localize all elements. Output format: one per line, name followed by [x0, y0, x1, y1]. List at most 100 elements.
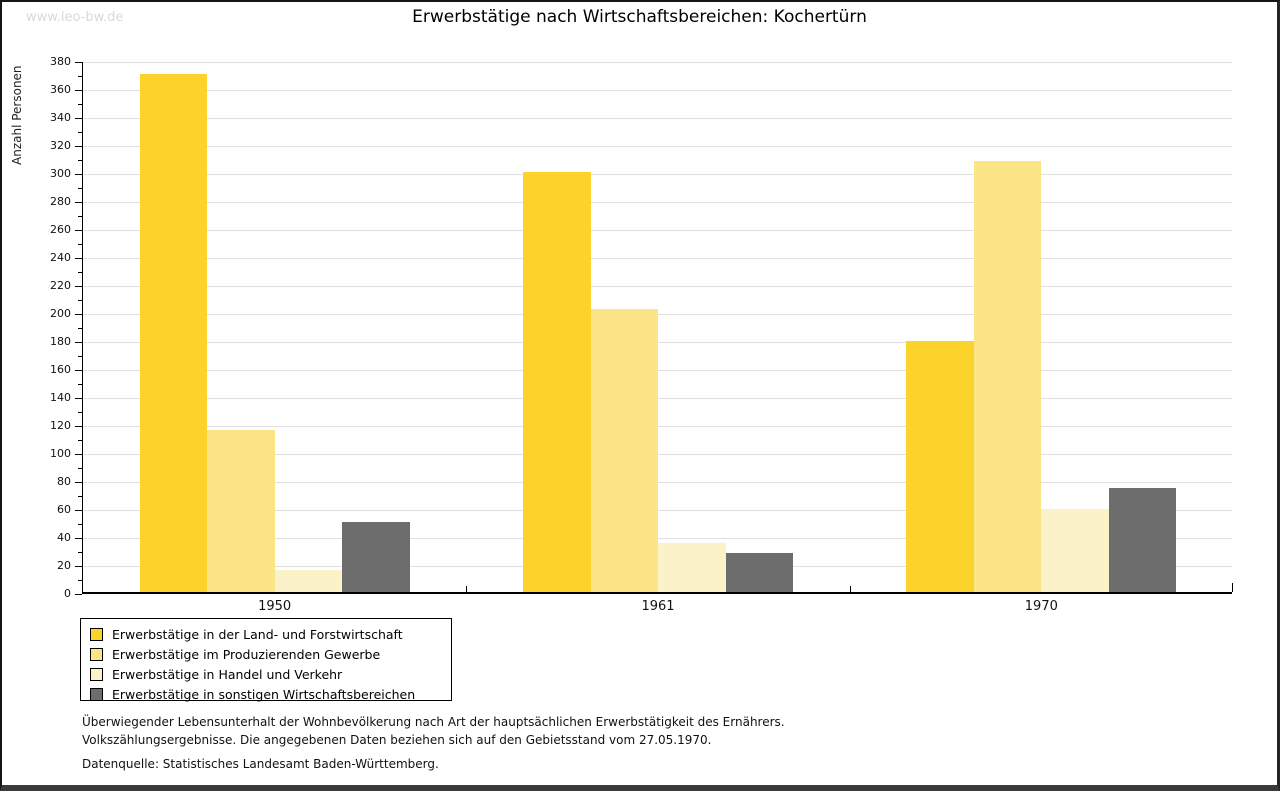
y-major-tick-20	[75, 566, 82, 567]
y-minor-tick-330	[78, 132, 82, 133]
y-tick-label: 240	[50, 251, 71, 264]
bar-1961-series-3	[658, 543, 726, 592]
legend-swatch-2	[90, 647, 103, 661]
y-tick-label: 20	[57, 559, 71, 572]
y-tick-label: 300	[50, 167, 71, 180]
legend-item-4: Erwerbstätige in sonstigen Wirtschaftsbe…	[90, 684, 443, 704]
y-major-tick-360	[75, 90, 82, 91]
legend-item-2: Erwerbstätige im Produzierenden Gewerbe	[90, 644, 443, 664]
bar-1970-series-4	[1108, 488, 1177, 592]
y-tick-label: 140	[50, 391, 71, 404]
bar-1961-series-2	[590, 309, 658, 592]
y-tick-label: 120	[50, 419, 71, 432]
legend-item-1: Erwerbstätige in der Land- und Forstwirt…	[90, 624, 443, 644]
y-tick-label: 380	[50, 55, 71, 68]
y-minor-tick-230	[78, 272, 82, 273]
gridline-220	[83, 286, 1232, 287]
x-tick-label-1950: 1950	[258, 599, 292, 614]
y-tick-label: 160	[50, 363, 71, 376]
gridline-260	[83, 230, 1232, 231]
y-major-tick-260	[75, 230, 82, 231]
y-tick-label: 360	[50, 83, 71, 96]
y-axis-title: Anzahl Personen	[10, 65, 24, 165]
y-tick-label: 40	[57, 531, 71, 544]
y-tick-label: 340	[50, 111, 71, 124]
chart-title: Erwerbstätige nach Wirtschaftsbereichen:…	[412, 7, 867, 27]
y-major-tick-0	[75, 594, 82, 595]
gridline-280	[83, 202, 1232, 203]
x-boundary-tick	[849, 586, 851, 592]
y-major-tick-380	[75, 62, 82, 63]
bar-1961-series-1	[523, 172, 591, 592]
plot-area: 0 20 40 60 80 100 120 140 160 180 200 220 240 260 280 3…	[50, 56, 1233, 614]
y-tick-label: 60	[57, 503, 71, 516]
y-minor-tick-370	[78, 76, 82, 77]
gridline-240	[83, 258, 1232, 259]
gridline-340	[83, 118, 1232, 119]
y-minor-tick-290	[78, 188, 82, 189]
bar-1970-series-1	[906, 341, 974, 592]
y-major-tick-220	[75, 286, 82, 287]
y-tick-label: 220	[50, 279, 71, 292]
y-minor-tick-90	[78, 468, 82, 469]
legend-swatch-1	[90, 627, 103, 641]
bar-1950-series-3	[274, 569, 343, 592]
y-minor-tick-150	[78, 384, 82, 385]
y-tick-label: 80	[57, 475, 71, 488]
bar-1970-series-2	[973, 160, 1042, 592]
y-tick-label: 320	[50, 139, 71, 152]
y-tick-label: 260	[50, 223, 71, 236]
legend-label-2: Erwerbstätige im Produzierenden Gewerbe	[112, 646, 381, 662]
y-minor-tick-170	[78, 356, 82, 357]
y-minor-tick-30	[78, 552, 82, 553]
x-tick-label-1970: 1970	[1024, 599, 1058, 614]
footnote-line-1: Überwiegender Lebensunterhalt der Wohnbe…	[82, 715, 785, 729]
y-major-tick-80	[75, 482, 82, 483]
y-tick-label: 100	[50, 447, 71, 460]
y-major-tick-120	[75, 426, 82, 427]
y-minor-tick-70	[78, 496, 82, 497]
y-minor-tick-250	[78, 244, 82, 245]
y-minor-tick-50	[78, 524, 82, 525]
y-major-tick-40	[75, 538, 82, 539]
y-major-tick-140	[75, 398, 82, 399]
bar-1950-series-1	[139, 74, 208, 592]
y-tick-label: 280	[50, 195, 71, 208]
y-minor-tick-270	[78, 216, 82, 217]
y-major-tick-160	[75, 370, 82, 371]
y-major-tick-200	[75, 314, 82, 315]
y-minor-tick-10	[78, 580, 82, 581]
bar-1950-series-4	[342, 522, 410, 592]
y-minor-tick-350	[78, 104, 82, 105]
x-axis-end-tick	[1232, 583, 1233, 592]
legend-label-4: Erwerbstätige in sonstigen Wirtschaftsbe…	[112, 686, 416, 702]
bar-1970-series-3	[1041, 509, 1109, 592]
y-tick-label: 180	[50, 335, 71, 348]
y-major-tick-240	[75, 258, 82, 259]
y-minor-tick-210	[78, 300, 82, 301]
y-tick-label: 0	[64, 587, 71, 600]
y-major-tick-320	[75, 146, 82, 147]
footnote-line-2: Volkszählungsergebnisse. Die angegebenen…	[82, 733, 712, 747]
bar-1950-series-2	[207, 429, 275, 592]
bar-1961-series-4	[725, 552, 793, 592]
gridline-380	[83, 62, 1232, 63]
data-source: Datenquelle: Statistisches Landesamt Bad…	[82, 757, 439, 771]
y-major-tick-180	[75, 342, 82, 343]
y-minor-tick-190	[78, 328, 82, 329]
gridline-300	[83, 174, 1232, 175]
y-major-tick-100	[75, 454, 82, 455]
y-major-tick-60	[75, 510, 82, 511]
legend-item-3: Erwerbstätige in Handel und Verkehr	[90, 664, 443, 684]
legend-swatch-4	[90, 687, 103, 701]
gridline-360	[83, 90, 1232, 91]
y-major-tick-300	[75, 174, 82, 175]
legend-label-1: Erwerbstätige in der Land- und Forstwirt…	[112, 626, 403, 642]
y-tick-label: 200	[50, 307, 71, 320]
y-minor-tick-110	[78, 440, 82, 441]
footnote: Überwiegender Lebensunterhalt der Wohnbe…	[82, 713, 785, 749]
x-tick-label-1961: 1961	[641, 599, 675, 614]
legend-label-3: Erwerbstätige in Handel und Verkehr	[112, 666, 343, 682]
x-boundary-tick	[466, 586, 468, 592]
